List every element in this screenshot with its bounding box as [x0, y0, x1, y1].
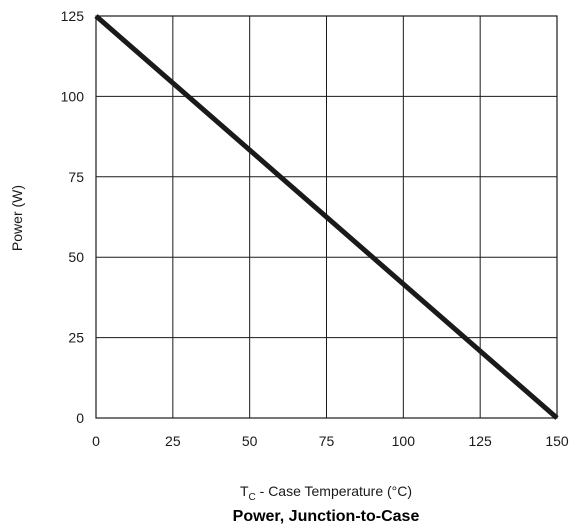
grid-lines	[96, 16, 557, 418]
y-tick-label-25: 25	[68, 330, 84, 346]
x-tick-label-75: 75	[319, 433, 335, 449]
x-axis-ticks: 0 25 50 75 100 125 150	[92, 433, 569, 449]
x-tick-label-0: 0	[92, 433, 100, 449]
x-axis-label-main: T	[240, 483, 249, 499]
y-axis-ticks: 0 25 50 75 100 125	[61, 8, 85, 426]
x-tick-label-50: 50	[242, 433, 258, 449]
y-tick-label-50: 50	[68, 249, 84, 265]
plot-frame	[95, 15, 558, 419]
y-tick-label-75: 75	[68, 169, 84, 185]
x-tick-label-150: 150	[545, 433, 569, 449]
power-derating-line	[94, 14, 559, 420]
y-tick-label-0: 0	[76, 410, 84, 426]
series-layer	[94, 14, 559, 420]
x-tick-label-100: 100	[392, 433, 416, 449]
y-tick-label-100: 100	[61, 88, 85, 104]
chart-title: Power, Junction-to-Case	[233, 508, 420, 525]
x-axis-label: TC - Case Temperature (°C)	[240, 483, 412, 503]
x-tick-label-125: 125	[468, 433, 492, 449]
y-axis-label: Power (W)	[9, 185, 25, 251]
x-axis-label-rest: - Case Temperature (°C)	[256, 483, 412, 499]
x-axis-label-subscript: C	[249, 492, 256, 503]
y-tick-label-125: 125	[61, 8, 85, 24]
x-tick-label-25: 25	[165, 433, 181, 449]
